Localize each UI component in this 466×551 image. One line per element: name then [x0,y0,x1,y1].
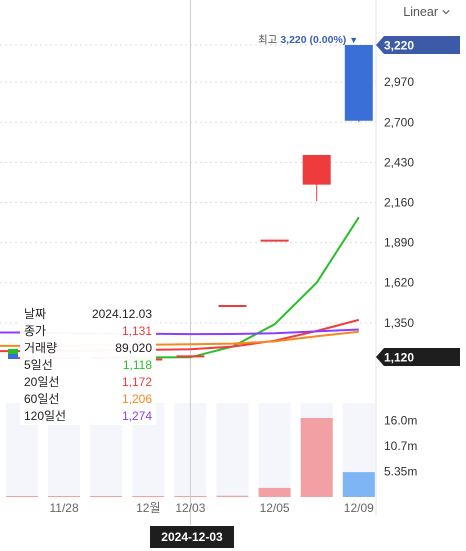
date-tick-label: 12/09 [344,501,374,515]
legend-row-ma120: 120일선 1,274 [20,408,156,425]
max-price-marker: ▼ [349,34,359,45]
date-tick-label: 12/05 [260,501,290,515]
volume-tick-label: 16.0m [384,413,417,427]
legend-value: 89,020 [115,341,152,355]
legend-value: 1,206 [121,392,152,406]
legend-label: 60일선 [24,392,60,406]
last-price-tag [376,36,460,54]
scale-selector[interactable]: Linear [403,3,450,21]
volume-bg-column [216,403,249,497]
legend-value: 1,131 [121,324,152,338]
cursor-price-tag-label: 1,120 [384,351,414,365]
price-tick-label: 2,160 [384,195,414,209]
legend-value: 2024.12.03 [91,307,152,321]
volume-bar [6,496,38,497]
volume-bar [132,496,165,497]
volume-bar [258,487,291,497]
volume-tick-label: 10.7m [384,439,417,453]
volume-tick-label: 5.35m [384,464,417,478]
legend-label: 종가 [24,324,47,338]
candle-body [176,355,205,358]
volume-bar [90,496,123,497]
legend-label: 20일선 [24,375,60,389]
price-tick-label: 1,620 [384,276,414,290]
candle-body [260,239,289,242]
volume-bar [216,495,249,497]
candle-body [344,45,373,121]
legend-label: 거래량 [24,341,58,355]
candle-body [218,305,247,307]
volume-bar [300,418,333,497]
date-tick-label: 11/28 [50,501,79,515]
legend-row-ma5: 5일선 1,118 [20,357,156,374]
price-tick-label: 2,970 [384,75,414,89]
series-marker-square [8,346,18,359]
crosshair-date-label: 2024-12-03 [150,526,234,548]
price-tick-label: 1,350 [384,316,414,330]
crosshair-legend: 날짜 2024.12.03 종가 1,131 거래량 89,020 5일선 1,… [20,306,156,425]
price-tick-label: 1,890 [384,236,414,250]
legend-value: 1,274 [121,409,152,423]
legend-row-ma60: 60일선 1,206 [20,391,156,408]
legend-label: 120일선 [24,409,67,423]
max-price-prefix: 최고 [258,34,278,46]
price-tick-label: 2,700 [384,115,414,129]
legend-value: 1,172 [121,375,152,389]
volume-bar [48,496,81,497]
candle-body [302,154,331,185]
legend-row-ma20: 20일선 1,172 [20,374,156,391]
max-price-label: 최고 3,220 (0.00%) ▼ [258,32,358,47]
legend-value: 1,118 [122,358,152,372]
volume-bg-column [258,403,291,497]
date-tick-label: 12/03 [175,501,205,515]
chevron-down-icon [442,10,450,15]
legend-row-volume: 거래량 89,020 [20,340,156,357]
volume-bar [342,472,375,497]
legend-row-close: 종가 1,131 [20,323,156,340]
scale-label: Linear [403,5,438,19]
max-price-value: 3,220 (0.00%) [280,33,347,46]
legend-label: 5일선 [24,358,53,372]
legend-label: 날짜 [24,307,47,321]
price-tick-label: 2,430 [384,155,414,169]
date-tick-label: 12월 [136,501,160,515]
cursor-price-tag [376,348,460,366]
legend-row-date: 날짜 2024.12.03 [20,306,156,323]
last-price-tag-label: 3,220 [384,39,414,53]
